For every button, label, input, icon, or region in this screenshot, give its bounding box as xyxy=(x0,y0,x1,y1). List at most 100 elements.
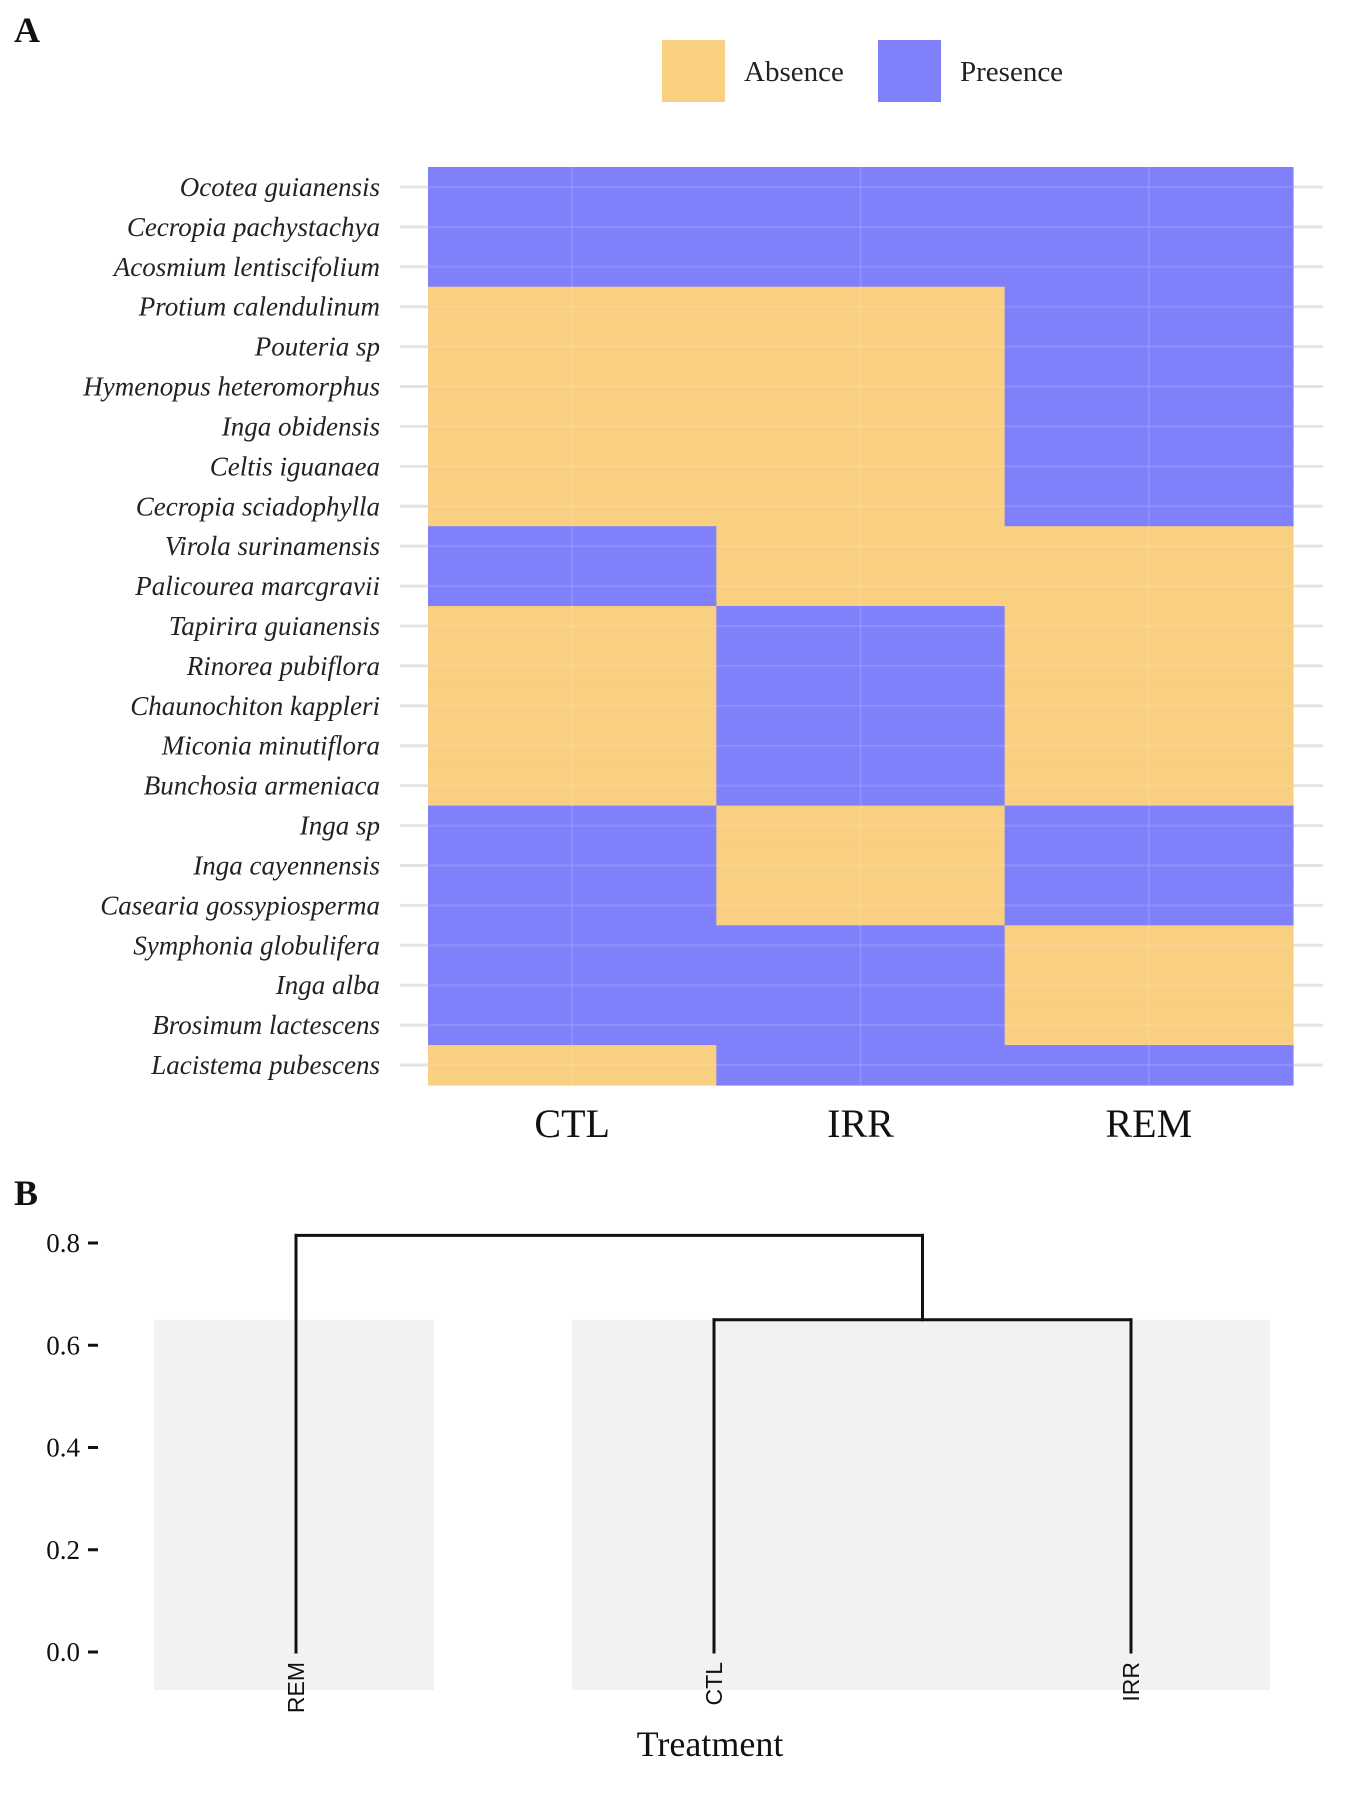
species-label: Palicourea marcgravii xyxy=(134,571,380,601)
heatmap-cell xyxy=(428,606,717,647)
heatmap-cell xyxy=(716,526,1006,567)
treatment-labels: CTL IRR REM xyxy=(534,1101,1192,1146)
heatmap-cell xyxy=(428,685,717,727)
heatmap-cell xyxy=(716,486,1006,527)
heatmap-cell xyxy=(716,805,1006,847)
species-label: Tapirira guianensis xyxy=(169,611,380,641)
heatmap-cell xyxy=(1004,366,1294,408)
legend: Absence Presence xyxy=(662,40,1063,102)
species-label: Brosimum lactescens xyxy=(152,1010,380,1040)
leaf-label: REM xyxy=(283,1662,309,1713)
panel-b-label: B xyxy=(14,1173,38,1213)
heatmap-cell xyxy=(1004,725,1294,767)
heatmap-cell xyxy=(1004,645,1294,687)
heatmap-cells xyxy=(428,167,1294,1086)
heatmap-cell xyxy=(428,845,717,887)
heatmap-cell xyxy=(716,206,1006,248)
heatmap-cell xyxy=(1004,765,1294,807)
cluster-rect xyxy=(572,1319,1270,1690)
heatmap-cell xyxy=(716,885,1006,926)
heatmap-cell xyxy=(428,566,717,607)
species-label: Miconia minutiflora xyxy=(161,731,380,761)
species-label: Rinorea pubiflora xyxy=(186,651,380,681)
dendrogram-y-axis: 0.0 0.2 0.4 0.6 0.8 xyxy=(46,1228,98,1667)
panel-b-dendrogram: B 0.0 0.2 0.4 0.6 0.8 REM CTL IRR Treatment xyxy=(14,1173,1270,1764)
heatmap-cell xyxy=(1004,526,1294,567)
y-tick-label: 0.6 xyxy=(46,1330,80,1360)
heatmap-cell xyxy=(1004,685,1294,727)
heatmap-cell xyxy=(428,366,717,408)
heatmap-cell xyxy=(428,246,717,288)
species-label: Hymenopus heteromorphus xyxy=(82,372,380,402)
y-tick-label: 0.0 xyxy=(46,1637,80,1667)
heatmap-cell xyxy=(1004,805,1294,847)
panel-a-heatmap: A Absence Presence Ocotea guianensis Cecr… xyxy=(14,10,1323,1146)
cluster-rect xyxy=(154,1319,434,1690)
heatmap-cell xyxy=(1004,486,1294,527)
species-label: Cecropia pachystachya xyxy=(127,212,380,242)
heatmap-cell xyxy=(428,965,717,1006)
heatmap-cell xyxy=(716,326,1006,368)
heatmap-cell xyxy=(716,366,1006,408)
heatmap-cell xyxy=(428,286,717,328)
species-label: Acosmium lentiscifolium xyxy=(112,252,380,282)
heatmap-cell xyxy=(1004,1045,1294,1086)
species-labels: Ocotea guianensis Cecropia pachystachya Ac… xyxy=(82,172,380,1080)
y-tick-label: 0.8 xyxy=(46,1228,80,1258)
heatmap-cell xyxy=(1004,965,1294,1006)
heatmap-cell xyxy=(428,526,717,567)
heatmap-cell xyxy=(1004,167,1294,208)
heatmap-cell xyxy=(1004,606,1294,647)
heatmap-cell xyxy=(716,566,1006,607)
species-label: Casearia gossypiosperma xyxy=(100,890,380,920)
heatmap-cell xyxy=(1004,206,1294,248)
y-tick-label: 0.4 xyxy=(46,1433,80,1463)
species-label: Ocotea guianensis xyxy=(180,172,380,202)
treatment-label: CTL xyxy=(534,1101,610,1146)
heatmap-cell xyxy=(1004,326,1294,368)
heatmap-cell xyxy=(1004,845,1294,887)
heatmap-cell xyxy=(716,1045,1006,1086)
heatmap-cell xyxy=(716,925,1006,966)
heatmap-cell xyxy=(428,406,717,447)
heatmap-cell xyxy=(428,725,717,767)
leaf-labels: REM CTL IRR xyxy=(283,1662,1144,1713)
heatmap-cell xyxy=(716,965,1006,1006)
heatmap-cell xyxy=(1004,925,1294,966)
leaf-label: CTL xyxy=(701,1662,727,1706)
heatmap-cell xyxy=(428,1005,717,1046)
heatmap-cell xyxy=(1004,406,1294,447)
species-label: Lacistema pubescens xyxy=(150,1050,380,1080)
heatmap-cell xyxy=(1004,1005,1294,1046)
species-label: Inga obidensis xyxy=(221,411,380,441)
heatmap-cell xyxy=(428,1045,717,1086)
legend-label-presence: Presence xyxy=(960,56,1063,88)
heatmap-cell xyxy=(716,725,1006,767)
heatmap-cell xyxy=(716,246,1006,288)
species-label: Cecropia sciadophylla xyxy=(136,491,380,521)
panel-a-label: A xyxy=(14,10,40,50)
legend-label-absence: Absence xyxy=(744,56,844,88)
species-label: Celtis iguanaea xyxy=(210,451,380,481)
heatmap-cell xyxy=(716,645,1006,687)
y-tick-label: 0.2 xyxy=(46,1535,80,1565)
x-axis-title: Treatment xyxy=(637,1724,784,1764)
heatmap-cell xyxy=(428,206,717,248)
heatmap-cell xyxy=(716,685,1006,727)
heatmap-cell xyxy=(716,845,1006,887)
heatmap-cell xyxy=(716,286,1006,328)
species-label: Bunchosia armeniaca xyxy=(144,771,380,801)
heatmap-cell xyxy=(716,167,1006,208)
heatmap-cell xyxy=(716,765,1006,807)
heatmap-cell xyxy=(428,925,717,966)
heatmap-cell xyxy=(428,446,717,487)
species-label: Inga alba xyxy=(275,970,380,1000)
species-label: Symphonia globulifera xyxy=(133,930,380,960)
heatmap-cell xyxy=(1004,885,1294,926)
heatmap-cell xyxy=(716,446,1006,487)
heatmap-cell xyxy=(1004,286,1294,328)
species-label: Inga cayennensis xyxy=(192,850,380,880)
treatment-label: REM xyxy=(1105,1101,1192,1146)
dendrogram-lines xyxy=(294,1233,1133,1654)
